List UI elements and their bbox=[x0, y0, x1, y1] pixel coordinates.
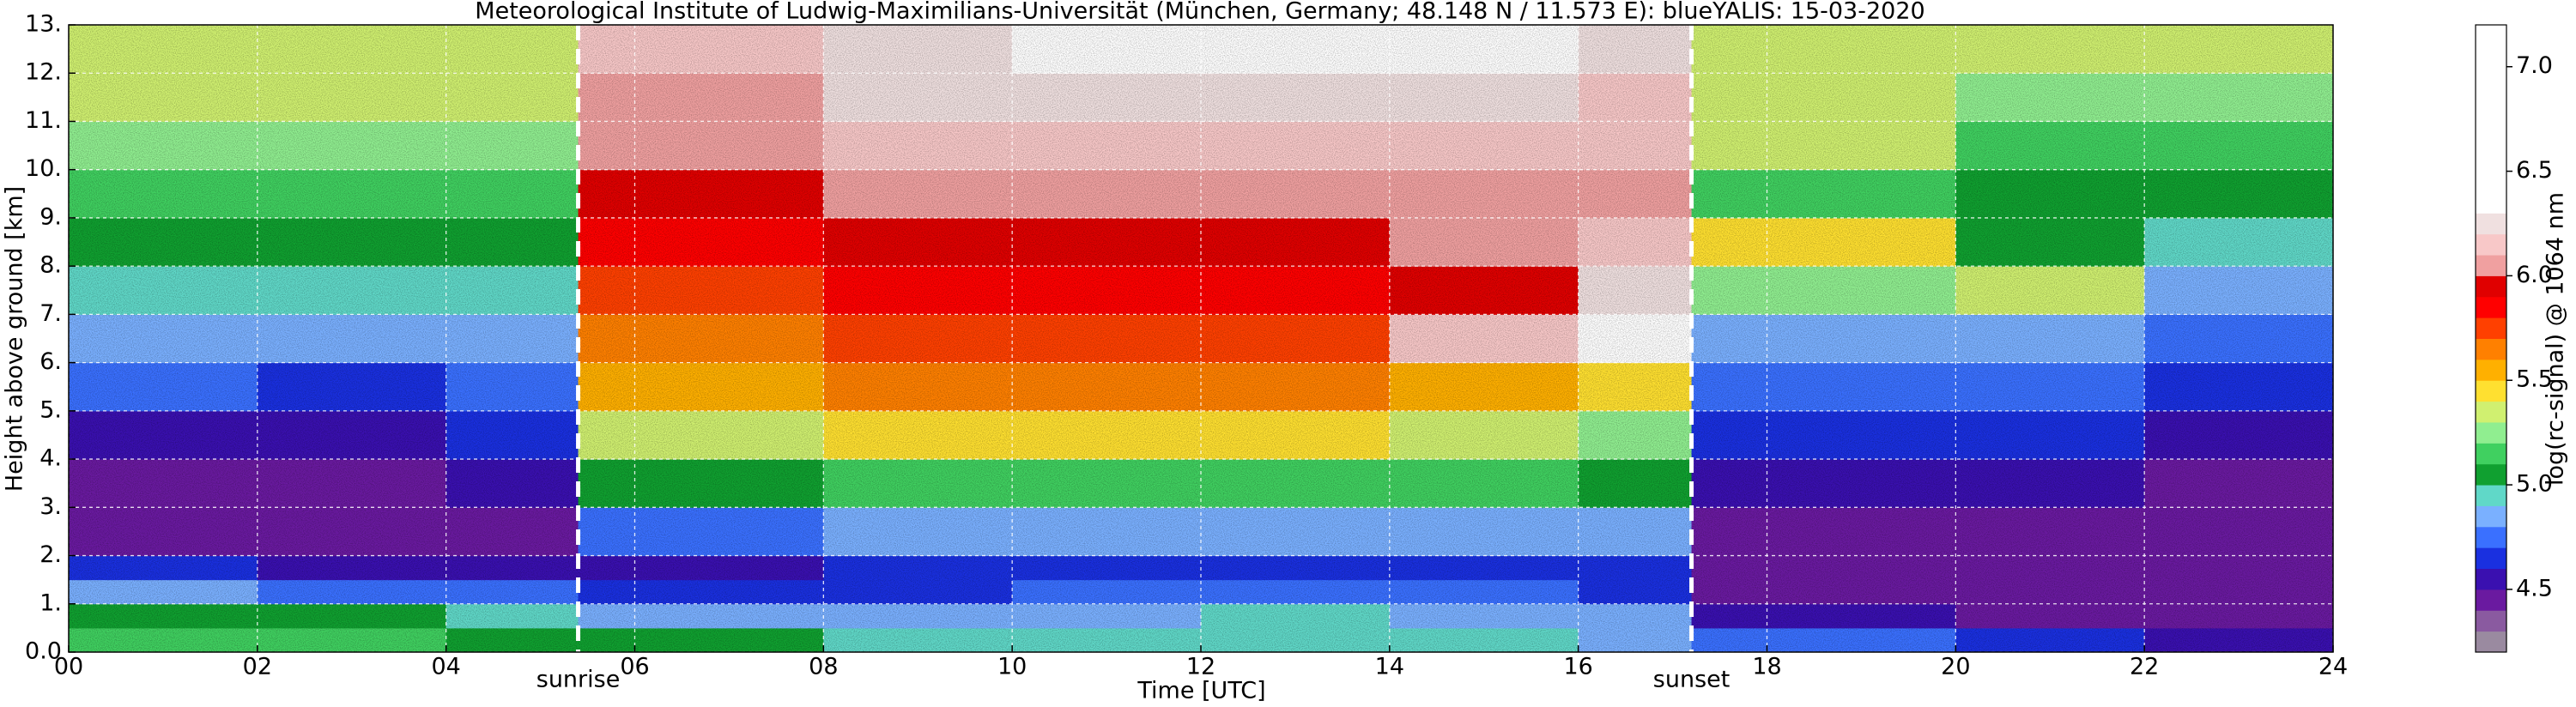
colorbar-segment bbox=[2476, 421, 2506, 444]
colorbar-segment bbox=[2476, 338, 2506, 360]
colorbar-segment bbox=[2476, 401, 2506, 423]
colorbar-segment bbox=[2476, 610, 2506, 632]
y-tick-label: 7. bbox=[39, 300, 62, 327]
colorbar-segment bbox=[2476, 213, 2506, 235]
annotation-label: sunrise bbox=[536, 667, 621, 693]
y-axis-label: Height above ground [km] bbox=[2, 186, 28, 492]
colorbar-segment bbox=[2476, 485, 2506, 506]
x-tick-label: 00 bbox=[54, 654, 83, 680]
y-tick-label: 3. bbox=[39, 493, 62, 520]
colorbar-tick-label: 6.0 bbox=[2516, 262, 2553, 288]
colorbar-frame bbox=[2475, 24, 2507, 653]
x-tick-label: 16 bbox=[1563, 654, 1592, 680]
x-tick-label: 24 bbox=[2318, 654, 2348, 680]
y-tick-label: 10. bbox=[25, 155, 62, 182]
y-tick-label: 4. bbox=[39, 445, 62, 472]
colorbar-segment bbox=[2476, 255, 2506, 276]
colorbar-segment bbox=[2476, 296, 2506, 318]
colorbar-segment bbox=[2476, 505, 2506, 528]
x-tick-label: 14 bbox=[1375, 654, 1404, 680]
x-tick-label: 10 bbox=[997, 654, 1027, 680]
y-tick-label: 8. bbox=[39, 252, 62, 279]
colorbar-segment bbox=[2476, 380, 2506, 402]
texture bbox=[69, 25, 2333, 652]
x-axis-label: Time [UTC] bbox=[1136, 678, 1265, 704]
colorbar-segment bbox=[2476, 526, 2506, 548]
colorbar-segment bbox=[2476, 443, 2506, 465]
colorbar-segment bbox=[2476, 275, 2506, 298]
x-tick-label: 04 bbox=[431, 654, 460, 680]
colorbar-segment bbox=[2476, 359, 2506, 381]
x-tick-label: 02 bbox=[243, 654, 272, 680]
colorbar-segment bbox=[2476, 463, 2506, 486]
colorbar-label: log(rc-signal) @ 1064 nm bbox=[2543, 192, 2569, 486]
y-tick-label: 1. bbox=[39, 589, 62, 616]
x-tick-label: 22 bbox=[2130, 654, 2159, 680]
chart-title: Meteorological Institute of Ludwig-Maxim… bbox=[475, 0, 1924, 25]
colorbar-segment bbox=[2476, 233, 2506, 256]
colorbar-segment bbox=[2476, 547, 2506, 570]
y-tick-label: 12. bbox=[25, 59, 62, 86]
x-tick-label: 20 bbox=[1941, 654, 1970, 680]
x-tick-label: 08 bbox=[809, 654, 838, 680]
colorbar-tick-label: 5.0 bbox=[2516, 471, 2553, 498]
y-tick-label: 11. bbox=[25, 107, 62, 134]
colorbar-segment bbox=[2476, 25, 2506, 214]
colorbar-segment bbox=[2476, 568, 2506, 590]
x-tick-label: 12 bbox=[1186, 654, 1215, 680]
y-tick-label: 9. bbox=[39, 203, 62, 230]
y-tick-label: 0.0 bbox=[25, 638, 62, 665]
overlay bbox=[68, 24, 2334, 653]
plot-frame bbox=[68, 24, 2334, 653]
annotation-label: sunset bbox=[1653, 667, 1730, 693]
colorbar-segment bbox=[2476, 317, 2506, 339]
colorbar-segment bbox=[2476, 589, 2506, 611]
y-tick-label: 5. bbox=[39, 396, 62, 423]
x-tick-label: 18 bbox=[1752, 654, 1781, 680]
x-tick-label: 06 bbox=[620, 654, 649, 680]
colorbar-tick-label: 5.5 bbox=[2516, 366, 2553, 393]
colorbar-tick-label: 6.5 bbox=[2516, 157, 2553, 184]
colorbar-tick-label: 7.0 bbox=[2516, 52, 2553, 79]
colorbar-segment bbox=[2476, 631, 2506, 653]
y-tick-label: 13. bbox=[25, 11, 62, 38]
colorbar-tick-label: 4.5 bbox=[2516, 575, 2553, 601]
y-tick-label: 2. bbox=[39, 541, 62, 568]
y-tick-label: 6. bbox=[39, 348, 62, 375]
